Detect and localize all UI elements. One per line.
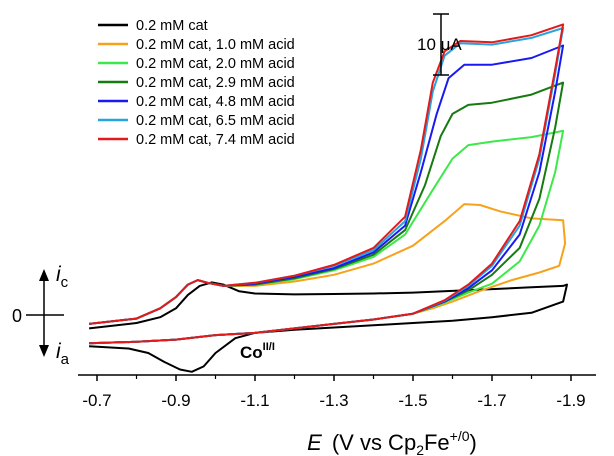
arrow-up-head bbox=[39, 269, 49, 281]
x-tick-label: -1.7 bbox=[477, 391, 506, 410]
legend-label-7: 0.2 mM cat, 7.4 mM acid bbox=[136, 132, 295, 148]
legend-label-3: 0.2 mM cat, 2.0 mM acid bbox=[136, 56, 295, 72]
arrow-down-head bbox=[39, 345, 49, 357]
x-axis-title: E (V vs Cp2Fe+/0) bbox=[307, 428, 477, 456]
scale-bar bbox=[433, 13, 449, 76]
legend-label-5: 0.2 mM cat, 4.8 mM acid bbox=[136, 94, 295, 110]
redox-couple-sup: II/I bbox=[263, 341, 275, 353]
scale-bar-label: 10 μA bbox=[417, 35, 462, 54]
x-axis-title-close: ) bbox=[470, 430, 477, 455]
x-tick-label: -0.7 bbox=[82, 391, 111, 410]
ia-label-sub: a bbox=[61, 351, 70, 368]
y-zero-label: 0 bbox=[12, 306, 22, 326]
x-tick-label: -1.5 bbox=[398, 391, 427, 410]
ic-label: ic bbox=[56, 263, 69, 291]
current-direction-arrow bbox=[39, 269, 49, 357]
ia-label: ia bbox=[56, 340, 70, 368]
ic-label-sub: c bbox=[61, 274, 69, 291]
x-axis-title-sup: +/0 bbox=[450, 428, 470, 444]
x-tick-group: -0.7 -0.9 -1.1 -1.3 -1.5 -1.7 -1.9 bbox=[82, 375, 586, 410]
x-tick-label: -0.9 bbox=[161, 391, 190, 410]
x-tick-label: -1.1 bbox=[240, 391, 269, 410]
redox-couple-main: Co bbox=[240, 343, 263, 362]
x-axis-title-open: (V vs Cp bbox=[332, 430, 416, 455]
x-axis-title-mid: Fe bbox=[424, 430, 450, 455]
x-tick-label: -1.9 bbox=[556, 391, 585, 410]
series-line-3 bbox=[88, 129, 565, 345]
trace-group bbox=[88, 23, 568, 373]
legend: 0.2 mM cat 0.2 mM cat, 1.0 mM acid 0.2 mM … bbox=[98, 18, 295, 148]
series-line-7 bbox=[88, 23, 565, 345]
x-axis-title-sub: 2 bbox=[416, 442, 424, 456]
ic-label-var: i bbox=[56, 263, 62, 286]
legend-label-2: 0.2 mM cat, 1.0 mM acid bbox=[136, 37, 295, 53]
x-tick-label: -1.3 bbox=[319, 391, 348, 410]
redox-couple-annotation: CoII/I bbox=[240, 341, 275, 362]
legend-label-1: 0.2 mM cat bbox=[136, 18, 208, 34]
x-axis-title-var: E bbox=[307, 430, 322, 455]
legend-label-6: 0.2 mM cat, 6.5 mM acid bbox=[136, 113, 295, 129]
legend-label-4: 0.2 mM cat, 2.9 mM acid bbox=[136, 75, 295, 91]
series-line-1 bbox=[88, 281, 568, 373]
ia-label-var: i bbox=[56, 340, 62, 363]
